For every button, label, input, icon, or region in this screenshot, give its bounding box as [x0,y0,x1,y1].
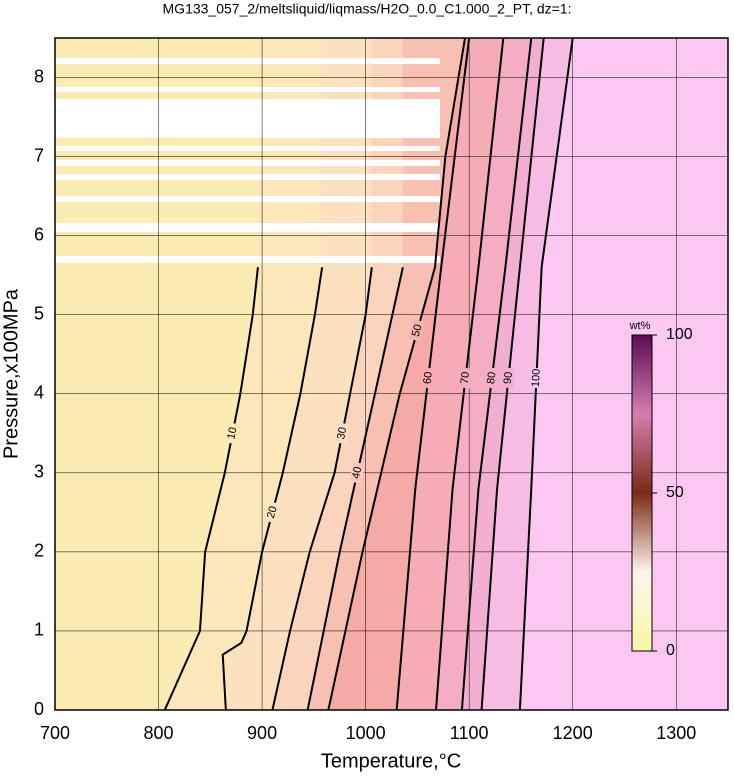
y-tick-label: 4 [34,383,44,403]
contour-line [271,267,373,710]
contour-label: 40 [350,466,364,481]
x-axis-label: Temperature,°C [321,750,461,772]
contour-label-bg [334,422,351,445]
contour-label-bg [264,501,281,524]
contour-label: 90 [502,371,515,384]
y-tick-label: 2 [34,541,44,561]
plot-frame [54,37,729,711]
contour-label: 10 [225,426,239,440]
data-gaps [55,58,440,263]
contour-label: 20 [265,505,280,520]
x-tick-label: 800 [144,723,174,743]
x-tick-label: 900 [247,723,277,743]
y-tick-label: 1 [34,620,44,640]
colorbar-tick-label: 0 [666,642,675,659]
x-tick-label: 1200 [553,723,593,743]
contour-label-bg [458,367,473,389]
contour-label-bg [501,367,516,389]
contour-label: 80 [485,371,498,385]
y-tick-label: 0 [34,699,44,719]
contour-label-bg [484,367,500,389]
contour-label: 70 [459,371,472,385]
y-tick-label: 3 [34,462,44,482]
contour-line [221,267,324,710]
contour-label-bg [529,367,543,389]
contour-label: 30 [335,426,349,440]
x-tick-label: 1100 [450,723,489,743]
colorbar-tick-label: 50 [666,484,684,501]
contours: 10 20 30 40 50 60 70 80 90 100 [163,38,574,710]
y-tick-label: 6 [34,224,44,244]
contour-label-bg [408,319,426,342]
contour-label: 60 [421,371,434,385]
fills [55,38,728,710]
contour-label: 50 [410,323,425,338]
y-tick-label: 7 [34,145,44,165]
contour-label-bg [349,461,366,484]
y-tick-label: 5 [34,303,44,323]
y-tick-label: 8 [34,66,44,86]
x-tick-label: 1300 [656,723,696,743]
colorbar [631,334,653,652]
y-axis-label: Pressure,x100MPa [0,288,22,459]
colorbar-tick-label: 100 [666,326,693,343]
contour-label-bg [421,367,436,389]
colorbar-label: wt% [629,320,651,332]
chart-title: MG133_057_2/meltsliquid/liqmass/H2O_0.0_… [163,1,572,17]
contour-label-bg [224,422,241,445]
x-tick-label: 700 [40,723,70,743]
contour-line [163,267,259,710]
contour-label: 100 [530,368,543,387]
x-tick-label: 1000 [346,723,386,743]
